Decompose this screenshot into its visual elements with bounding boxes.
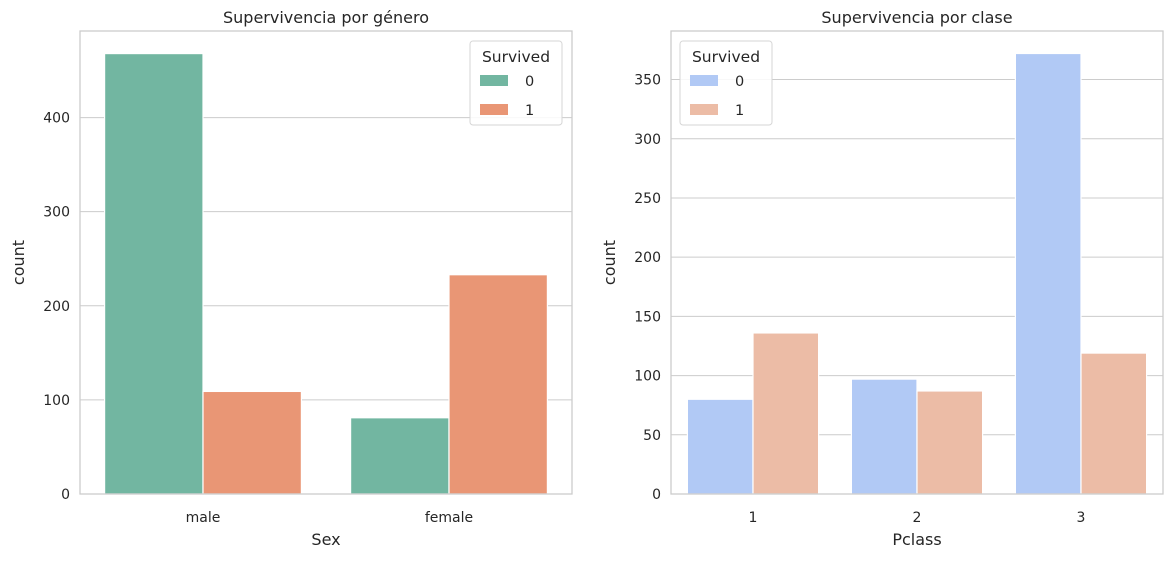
chart-1: 0 100 200 300 400 male female Supervivencia por… bbox=[9, 8, 573, 549]
bar-0-1 bbox=[686, 398, 754, 495]
y-tick-label: 200 bbox=[634, 250, 661, 266]
bar-0-3 bbox=[1014, 52, 1082, 495]
bar-1-2 bbox=[916, 390, 984, 495]
chart-title: Supervivencia por clase bbox=[821, 8, 1012, 27]
bar-1-male bbox=[202, 390, 303, 495]
legend-swatch-0 bbox=[690, 75, 718, 86]
legend-title: Survived bbox=[692, 48, 760, 66]
x-tick-label: 3 bbox=[1077, 510, 1086, 526]
chart-2: 0 50 100 150 200 250 300 350 1 2 3 Supervivencia po… bbox=[600, 8, 1164, 549]
y-axis-label: count bbox=[9, 240, 28, 285]
bar-0-female bbox=[350, 417, 450, 495]
x-tick-label: 1 bbox=[749, 510, 758, 526]
bar-0-2 bbox=[850, 378, 918, 495]
y-tick-label: 200 bbox=[43, 299, 70, 315]
y-axis-label: count bbox=[600, 240, 619, 285]
plot-frame bbox=[79, 30, 573, 495]
x-tick-label: male bbox=[186, 510, 221, 526]
y-tick-label: 300 bbox=[634, 132, 661, 148]
y-tick-label: 250 bbox=[634, 191, 661, 207]
y-tick-label: 300 bbox=[43, 205, 70, 221]
legend-label: 1 bbox=[735, 103, 744, 119]
legend-label: 1 bbox=[525, 103, 534, 119]
y-tick-label: 0 bbox=[652, 487, 661, 503]
y-tick-label: 350 bbox=[634, 73, 661, 89]
y-tick-label: 50 bbox=[643, 428, 661, 444]
y-tick-label: 150 bbox=[634, 309, 661, 325]
x-axis-label: Pclass bbox=[892, 530, 941, 549]
chart-title: Supervivencia por género bbox=[223, 8, 429, 27]
x-tick-label: 2 bbox=[913, 510, 922, 526]
bar-0-male bbox=[103, 52, 204, 495]
y-tick-label: 100 bbox=[634, 369, 661, 385]
plot-frame bbox=[670, 30, 1164, 495]
bar-1-1 bbox=[752, 332, 820, 495]
legend-label: 0 bbox=[735, 74, 744, 90]
legend-swatch-0 bbox=[480, 75, 508, 86]
y-tick-label: 400 bbox=[43, 111, 70, 127]
legend: Survived 0 1 bbox=[469, 40, 563, 126]
bar-1-female bbox=[448, 274, 549, 495]
y-tick-label: 0 bbox=[61, 487, 70, 503]
legend: Survived 0 1 bbox=[679, 40, 773, 126]
legend-label: 0 bbox=[525, 74, 534, 90]
x-axis-label: Sex bbox=[311, 530, 340, 549]
legend-swatch-1 bbox=[480, 104, 508, 115]
x-tick-label: female bbox=[425, 510, 473, 526]
legend-swatch-1 bbox=[690, 104, 718, 115]
legend-title: Survived bbox=[482, 48, 550, 66]
y-tick-label: 100 bbox=[43, 393, 70, 409]
bar-1-3 bbox=[1080, 352, 1148, 495]
